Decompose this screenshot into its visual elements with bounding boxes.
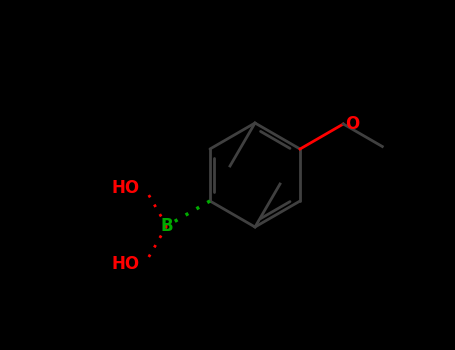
Text: HO: HO [111,179,140,197]
Text: B: B [160,217,173,235]
Text: O: O [345,115,359,133]
Text: HO: HO [111,255,140,273]
